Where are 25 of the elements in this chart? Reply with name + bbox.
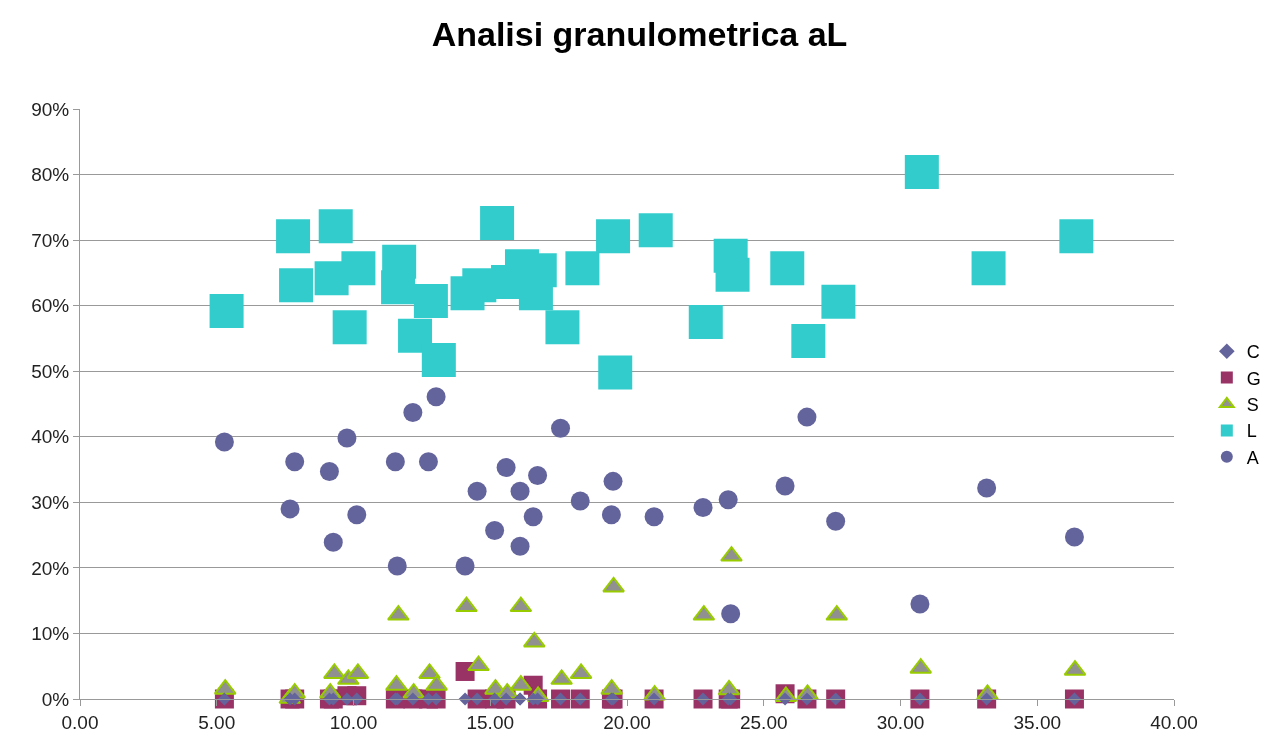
x-tick-label: 0.00 — [61, 711, 99, 733]
x-tick-label: 25.00 — [739, 711, 788, 733]
y-tick-label: 90% — [31, 98, 70, 120]
legend-label: G — [1246, 368, 1261, 389]
y-tick-label: 10% — [31, 623, 70, 645]
x-tick-label: 10.00 — [329, 711, 378, 733]
legend-label: A — [1246, 447, 1259, 468]
y-tick-label: 0% — [41, 688, 70, 710]
x-tick-label: 20.00 — [603, 711, 651, 733]
x-tick-label: 15.00 — [466, 711, 515, 733]
y-tick-label: 40% — [31, 426, 70, 448]
y-tick-label: 50% — [31, 360, 70, 382]
y-tick-label: 20% — [31, 557, 70, 579]
x-tick-label: 5.00 — [198, 711, 236, 733]
legend-label: C — [1246, 342, 1260, 363]
legend-label: L — [1246, 421, 1257, 442]
y-tick-label: 70% — [31, 229, 70, 251]
x-tick-label: 40.00 — [1150, 711, 1198, 733]
y-tick-label: 80% — [31, 164, 70, 186]
y-tick-label: 30% — [31, 491, 70, 513]
x-tick-label: 35.00 — [1013, 711, 1062, 733]
x-tick-label: 30.00 — [876, 711, 925, 733]
chart-title: Analisi granulometrica aL — [431, 14, 848, 53]
y-tick-label: 60% — [31, 295, 70, 317]
legend-label: S — [1246, 395, 1259, 416]
